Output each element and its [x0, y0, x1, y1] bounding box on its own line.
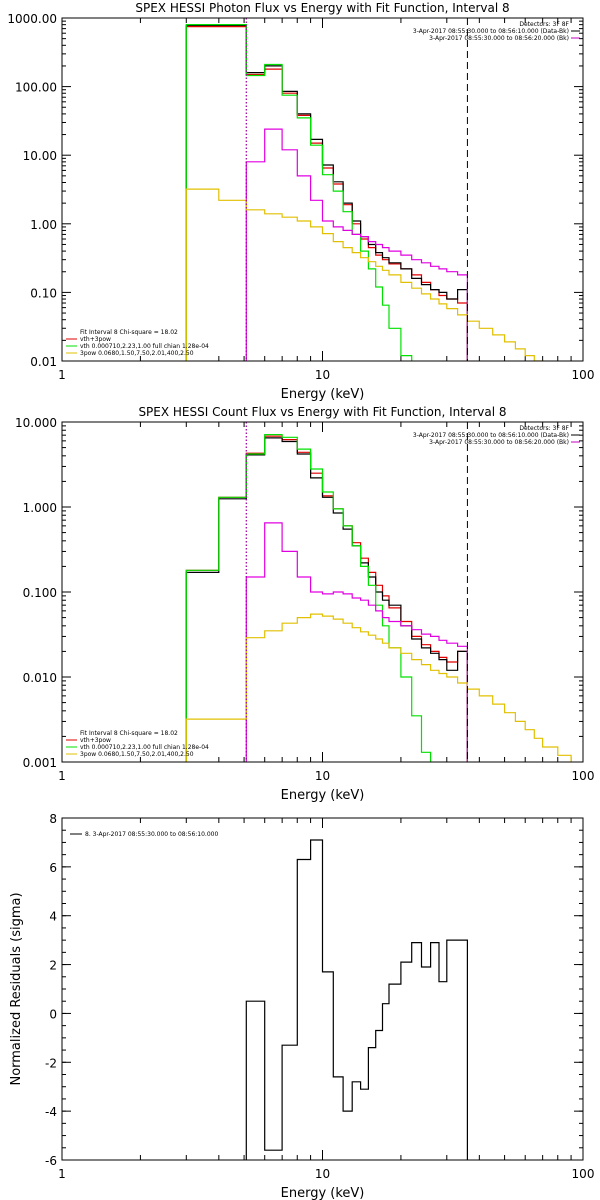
- y-tick-label: -6: [45, 1154, 57, 1168]
- series-data-bk: [185, 24, 468, 361]
- y-tick-label: 10.00: [23, 149, 57, 163]
- x-tick-label: 10: [315, 1167, 330, 1181]
- y-tick-label: 1000.00: [7, 12, 57, 26]
- y-tick-label: 0.100: [23, 586, 57, 600]
- y-tick-label: 4: [49, 910, 57, 924]
- y-tick-label: 1.000: [23, 501, 57, 515]
- series-thermal: [185, 434, 432, 762]
- y-tick-label: 0.10: [30, 286, 57, 300]
- header-line: 3-Apr-2017 08:55:30.000 to 08:56:20.000 …: [429, 439, 569, 446]
- series-total: [185, 26, 468, 361]
- y-tick-label: 6: [49, 861, 57, 875]
- header-line: 3-Apr-2017 08:55:30.000 to 08:56:10.000 …: [413, 432, 569, 439]
- legend-label: 8. 3-Apr-2017 08:55:30.000 to 08:56:10.0…: [85, 831, 218, 838]
- series-thermal: [185, 24, 423, 361]
- x-axis-label: Energy (keV): [281, 788, 365, 803]
- series-nonthermal: [185, 613, 572, 762]
- x-axis-label: Energy (keV): [281, 387, 365, 402]
- chart-residuals: 1 10 100 -6 -4 -2 0 2 4 6 8 Energy (keV) Normalized …: [9, 812, 594, 1200]
- series-residuals: [245, 839, 468, 1160]
- x-tick-label: 1: [58, 769, 66, 783]
- y-tick-label: 8: [49, 812, 57, 826]
- series-background: [245, 128, 468, 361]
- y-tick-label: 0.01: [30, 355, 57, 369]
- chart-count: SPEX HESSI Count Flux vs Energy with Fit…: [15, 405, 594, 803]
- y-tick-label: -2: [45, 1056, 57, 1070]
- fit-legend-line: Fit Interval 8 Chi-square = 18.02: [80, 730, 178, 737]
- header-line: 3-Apr-2017 08:55:30.000 to 08:56:10.000 …: [413, 28, 569, 35]
- y-tick-label: 2: [49, 959, 57, 973]
- y-axis-label: Normalized Residuals (sigma): [9, 892, 24, 1085]
- plot-frame: [61, 817, 584, 1161]
- y-tick-label: 0.010: [23, 671, 57, 685]
- x-tick-label: 1: [58, 368, 66, 382]
- fit-legend-line: vth+3pow: [80, 737, 111, 744]
- plot-area: [245, 839, 468, 1160]
- series-nonthermal: [185, 188, 543, 361]
- y-tick-label: 1.00: [30, 218, 57, 232]
- series-data-bk: [185, 437, 468, 762]
- plot-area: [185, 434, 572, 762]
- fit-legend-line: Fit Interval 8 Chi-square = 18.02: [80, 329, 178, 336]
- series-total: [185, 435, 468, 762]
- y-tick-label: 0.001: [23, 756, 57, 770]
- plot-frame: [61, 421, 584, 763]
- x-tick-label: 10: [315, 769, 330, 783]
- y-tick-label: -4: [45, 1105, 57, 1119]
- fit-legend-line: 3pow 0.0680,1.50,7.50,2.01,400,2.50: [80, 751, 194, 758]
- y-tick-label: 10.000: [15, 416, 57, 430]
- x-axis-label: Energy (keV): [281, 1186, 365, 1200]
- header-line: 3-Apr-2017 08:55:30.000 to 08:56:20.000 …: [429, 35, 569, 42]
- series-background: [245, 522, 468, 762]
- y-tick-label: 100.00: [15, 81, 57, 95]
- plot-frame: [61, 17, 584, 362]
- fit-legend-line: vth 0.000710,2.23,1.00 full chian 1.28e-…: [80, 744, 209, 751]
- chart-title: SPEX HESSI Photon Flux vs Energy with Fi…: [135, 1, 509, 15]
- x-tick-label: 100: [572, 368, 595, 382]
- header-line: Detectors: 3F 8F: [519, 21, 569, 28]
- fit-legend-line: vth+3pow: [80, 336, 111, 343]
- chart-title: SPEX HESSI Count Flux vs Energy with Fit…: [138, 405, 506, 419]
- x-tick-label: 100: [572, 1167, 595, 1181]
- x-tick-label: 1: [58, 1167, 66, 1181]
- fit-legend-line: 3pow 0.0680,1.50,7.50,2.01,400,2.50: [80, 350, 194, 357]
- fit-legend-line: vth 0.000710,2.23,1.00 full chian 1.28e-…: [80, 343, 209, 350]
- chart-photon: SPEX HESSI Photon Flux vs Energy with Fi…: [7, 1, 594, 402]
- x-tick-label: 10: [315, 368, 330, 382]
- x-tick-label: 100: [572, 769, 595, 783]
- plot-area: [185, 24, 543, 361]
- y-tick-label: 0: [49, 1007, 57, 1021]
- header-line: Detectors: 3F 8F: [519, 425, 569, 432]
